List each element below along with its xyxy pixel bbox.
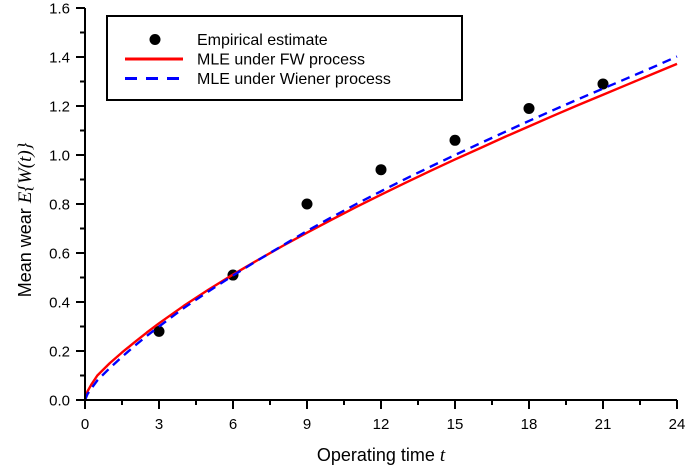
x-tick-label: 3 — [155, 416, 163, 433]
data-point — [449, 134, 461, 146]
legend-label: MLE under FW process — [197, 52, 365, 69]
y-tick-label: 0.6 — [49, 246, 70, 263]
x-tick-label: 0 — [81, 416, 89, 433]
y-tick-label: 0.4 — [49, 295, 70, 312]
x-tick-label: 9 — [303, 416, 311, 433]
x-tick-label: 24 — [669, 416, 685, 433]
y-tick-label: 1.2 — [49, 99, 70, 116]
y-tick-label: 0.0 — [49, 393, 70, 410]
y-tick-label: 0.8 — [49, 197, 70, 214]
data-point — [375, 164, 387, 176]
legend-label: Empirical estimate — [197, 32, 328, 49]
data-point — [523, 102, 535, 114]
x-tick-label: 21 — [595, 416, 612, 433]
series-line-mle-fw — [83, 62, 678, 401]
data-point — [301, 198, 313, 210]
x-tick-label: 15 — [447, 416, 464, 433]
legend-label: MLE under Wiener process — [197, 71, 391, 88]
y-tick-label: 0.2 — [49, 344, 70, 361]
x-tick-label: 6 — [229, 416, 237, 433]
y-tick-label: 1.4 — [49, 50, 70, 67]
data-point — [597, 78, 609, 90]
x-tick-label: 18 — [521, 416, 538, 433]
y-tick-label: 1.6 — [49, 1, 70, 18]
y-axis-title: Mean wear E{W(t)} — [15, 142, 36, 297]
series-line-mle-wiener — [83, 55, 678, 401]
y-tick-label: 1.0 — [49, 148, 70, 165]
x-tick-label: 12 — [373, 416, 390, 433]
data-point — [153, 325, 165, 337]
legend-marker-dot — [149, 34, 161, 45]
x-axis-title: Operating time t — [317, 445, 446, 466]
